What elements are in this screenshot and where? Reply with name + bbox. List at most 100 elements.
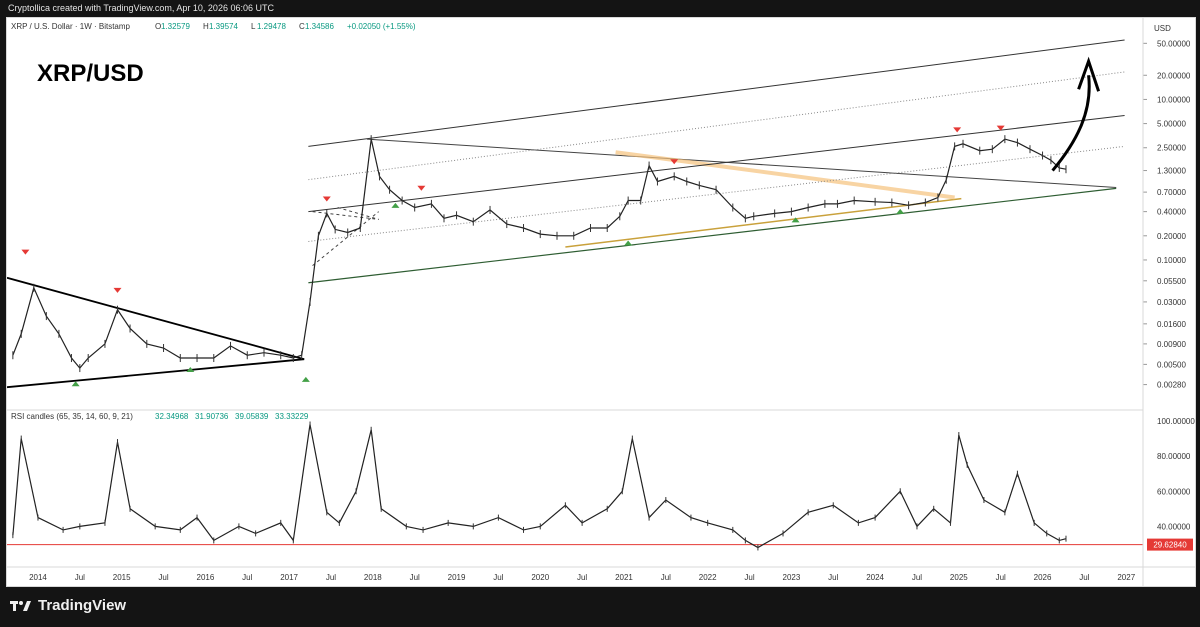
projection-arrow bbox=[1051, 75, 1091, 172]
rsi-legend-value: 31.90736 bbox=[195, 412, 229, 421]
time-tick-label: 2022 bbox=[699, 573, 717, 582]
time-tick-label: 2017 bbox=[280, 573, 298, 582]
time-tick-label: 2027 bbox=[1117, 573, 1135, 582]
rsi-current-value: 29.62840 bbox=[1153, 541, 1187, 550]
swing-low-marker bbox=[71, 381, 80, 387]
rsi-tick-label: 40.00000 bbox=[1157, 522, 1191, 531]
time-tick-label: Jul bbox=[242, 573, 252, 582]
swing-high-marker bbox=[322, 196, 331, 202]
ohlc-value-l: 1.29478 bbox=[257, 22, 286, 31]
symbol-line: XRP / U.S. Dollar · 1W · Bitstamp bbox=[11, 22, 131, 31]
time-tick-label: Jul bbox=[1079, 573, 1089, 582]
price-tick-label: 0.05500 bbox=[1157, 277, 1186, 286]
price-tick-label: 5.00000 bbox=[1157, 120, 1186, 129]
swing-high-marker bbox=[996, 125, 1005, 131]
orange-resistance-band bbox=[615, 150, 955, 200]
channel-mid-line bbox=[308, 115, 1125, 213]
ohlc-value-o: 1.32579 bbox=[161, 22, 190, 31]
time-tick-label: Jul bbox=[828, 573, 838, 582]
swing-low-marker bbox=[186, 367, 195, 373]
price-pane: 50.00000 20.00000 10.00000 5.00000 2.50000 1.… bbox=[6, 39, 1191, 390]
descending-resistance-line bbox=[366, 138, 1117, 188]
time-tick-label: Jul bbox=[661, 573, 671, 582]
time-tick-label: Jul bbox=[912, 573, 922, 582]
price-tick-label: 50.00000 bbox=[1157, 39, 1191, 48]
price-tick-label: 0.01600 bbox=[1157, 320, 1186, 329]
projection-arrow-head bbox=[1077, 56, 1101, 92]
rsi-legend-value: 39.05839 bbox=[235, 412, 269, 421]
rsi-pane: 100.00000 80.00000 60.00000 40.00000 29.6284… bbox=[7, 417, 1195, 551]
swing-low-marker bbox=[391, 202, 400, 208]
swing-high-marker bbox=[417, 185, 426, 191]
price-tick-label: 10.00000 bbox=[1157, 95, 1191, 104]
rsi-tick-label: 100.00000 bbox=[1157, 417, 1195, 426]
price-tick-label: 20.00000 bbox=[1157, 71, 1191, 80]
currency-label: USD bbox=[1154, 24, 1171, 33]
time-tick-label: Jul bbox=[577, 573, 587, 582]
time-tick-label: 2026 bbox=[1034, 573, 1052, 582]
tradingview-logo-icon bbox=[10, 600, 31, 611]
tradingview-chart[interactable]: 50.00000 20.00000 10.00000 5.00000 2.50000 1.… bbox=[6, 18, 1195, 586]
swing-high-marker bbox=[953, 127, 962, 133]
swing-low-marker bbox=[791, 217, 800, 223]
support-trendline-gold bbox=[565, 197, 962, 248]
rsi-legend: RSI candles (65, 35, 14, 60, 9, 21) bbox=[11, 412, 133, 421]
footer-brand-label: TradingView bbox=[38, 597, 127, 614]
price-tick-label: 0.20000 bbox=[1157, 232, 1186, 241]
ohlc-change: +0.02050 (+1.55%) bbox=[347, 22, 416, 31]
time-axis: 2014 Jul 2015 Jul 2016 Jul 2017 Jul 2018 Jul 2019 J… bbox=[29, 573, 1136, 582]
channel-upper-dotted bbox=[308, 71, 1125, 181]
price-tick-label: 1.30000 bbox=[1157, 167, 1186, 176]
ohlc-label-l: L bbox=[251, 22, 256, 31]
rsi-tick-label: 60.00000 bbox=[1157, 487, 1191, 496]
price-series-line bbox=[12, 138, 1067, 370]
price-tick-label: 0.40000 bbox=[1157, 208, 1186, 217]
time-tick-label: Jul bbox=[996, 573, 1006, 582]
chart-annotation: XRP/USD bbox=[37, 60, 144, 87]
price-tick-label: 0.10000 bbox=[1157, 256, 1186, 265]
time-tick-label: 2025 bbox=[950, 573, 968, 582]
swing-high-marker bbox=[113, 287, 122, 293]
time-tick-label: Jul bbox=[158, 573, 168, 582]
triangle-upper-line bbox=[6, 276, 305, 361]
pennant-lower-line bbox=[312, 211, 380, 267]
chart-frame[interactable]: 50.00000 20.00000 10.00000 5.00000 2.50000 1.… bbox=[6, 17, 1196, 587]
rsi-legend-value: 33.33229 bbox=[275, 412, 309, 421]
price-tick-label: 0.00500 bbox=[1157, 360, 1186, 369]
footer-brand[interactable]: TradingView bbox=[10, 597, 126, 614]
time-tick-label: Jul bbox=[326, 573, 336, 582]
channel-lower-dotted bbox=[308, 145, 1125, 242]
rsi-current-badge bbox=[1147, 538, 1193, 551]
price-tick-label: 0.70000 bbox=[1157, 188, 1186, 197]
rsi-tick-label: 80.00000 bbox=[1157, 452, 1191, 461]
swing-low-marker bbox=[896, 208, 905, 214]
time-tick-label: Jul bbox=[75, 573, 85, 582]
time-tick-label: 2014 bbox=[29, 573, 47, 582]
price-tick-label: 0.00280 bbox=[1157, 381, 1186, 390]
channel-top-line bbox=[308, 39, 1125, 147]
swing-high-marker bbox=[670, 159, 679, 165]
price-tick-label: 0.00900 bbox=[1157, 340, 1186, 349]
ohlc-readout: O 1.32579 H 1.39574 L 1.29478 C 1.34586 +0.02050… bbox=[155, 22, 416, 31]
ohlc-label-c: C bbox=[299, 22, 305, 31]
time-tick-label: 2019 bbox=[448, 573, 466, 582]
support-trendline-green bbox=[308, 187, 1117, 284]
rsi-legend-values: 32.34968 31.90736 39.05839 33.33229 bbox=[155, 412, 309, 421]
ohlc-label-o: O bbox=[155, 22, 161, 31]
time-tick-label: 2021 bbox=[615, 573, 633, 582]
price-tick-label: 0.03000 bbox=[1157, 298, 1186, 307]
time-tick-label: Jul bbox=[493, 573, 503, 582]
pennant-upper-line bbox=[312, 211, 379, 220]
time-tick-label: 2018 bbox=[364, 573, 382, 582]
time-tick-label: Jul bbox=[410, 573, 420, 582]
time-tick-label: 2020 bbox=[531, 573, 549, 582]
triangle-lower-line bbox=[6, 358, 305, 389]
time-tick-label: 2023 bbox=[783, 573, 801, 582]
time-tick-label: Jul bbox=[744, 573, 754, 582]
ohlc-value-h: 1.39574 bbox=[209, 22, 238, 31]
time-tick-label: 2015 bbox=[113, 573, 131, 582]
swing-low-marker bbox=[624, 240, 633, 246]
swing-high-marker bbox=[21, 249, 30, 255]
credit-line: Cryptollica created with TradingView.com… bbox=[8, 3, 274, 13]
time-tick-label: 2024 bbox=[866, 573, 884, 582]
